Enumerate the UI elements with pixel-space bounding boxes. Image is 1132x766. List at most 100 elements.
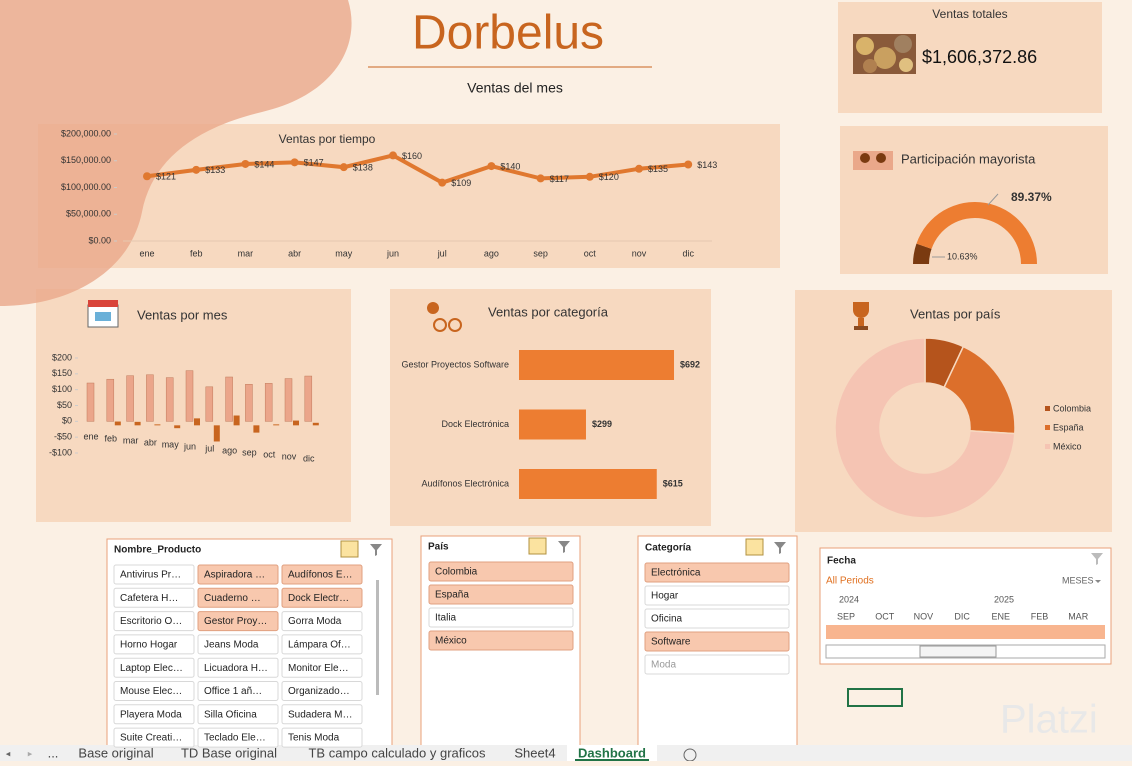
y-tick-label: $0.00 xyxy=(88,235,111,245)
slicer-item[interactable] xyxy=(644,631,790,652)
slicer-title: Categoría xyxy=(645,543,692,554)
slicer-item[interactable] xyxy=(644,608,790,629)
x-tick-label: feb xyxy=(190,248,203,258)
chart-title: Ventas por tiempo xyxy=(279,132,376,146)
slicer-title: Nombre_Producto xyxy=(114,545,201,556)
slicer-item[interactable] xyxy=(197,634,279,655)
slicer-item[interactable] xyxy=(197,657,279,678)
slicer-item[interactable] xyxy=(113,611,195,632)
slicer-item[interactable] xyxy=(113,657,195,678)
y-tick-label: $50 xyxy=(57,400,72,410)
point xyxy=(585,172,594,181)
slicer-item[interactable] xyxy=(281,564,363,585)
bar xyxy=(194,418,200,426)
slicer-item-label: Office 1 añ… xyxy=(204,686,262,697)
sheet-tab[interactable]: Base original xyxy=(78,745,153,760)
y-tick-label: $100,000.00 xyxy=(61,182,111,192)
watermark: Platzi xyxy=(1000,698,1098,742)
slicer-item[interactable] xyxy=(197,704,279,725)
timeline-bar[interactable] xyxy=(826,625,1105,639)
active-tab xyxy=(567,745,657,761)
slicer-item[interactable] xyxy=(197,681,279,701)
timeline-month: ENE xyxy=(992,611,1011,621)
bar xyxy=(293,420,299,426)
timeline-periods: All Periods xyxy=(826,576,874,587)
y-tick-label: -$100 xyxy=(49,447,72,457)
bar xyxy=(185,370,194,422)
bar xyxy=(264,383,273,422)
slicer-item[interactable] xyxy=(281,681,363,701)
multi-select[interactable] xyxy=(528,537,547,555)
panel xyxy=(840,126,1108,274)
bar xyxy=(225,376,233,422)
x-tick-label: may xyxy=(162,439,180,449)
y-tick-label: $150 xyxy=(52,368,72,378)
sheet-tab[interactable]: TD Base original xyxy=(181,745,277,760)
slicer-item[interactable] xyxy=(281,634,363,655)
gauge-segment xyxy=(916,202,1037,264)
slicer-item[interactable] xyxy=(113,564,195,585)
slicer-item-label: Colombia xyxy=(435,567,478,578)
y-tick-label: $200 xyxy=(52,352,72,362)
slicer-item[interactable] xyxy=(113,681,195,701)
multi-select[interactable] xyxy=(340,540,359,558)
slicer-item[interactable] xyxy=(197,611,279,632)
x-tick-label: ago xyxy=(222,445,237,455)
x-tick-label: abr xyxy=(144,437,157,447)
legend-label: México xyxy=(1053,441,1082,451)
slicer-item[interactable] xyxy=(113,634,195,655)
slicer-item-label: Jeans Moda xyxy=(204,640,259,651)
slicer-item[interactable] xyxy=(281,657,363,678)
slicer-item[interactable] xyxy=(281,587,363,608)
bar xyxy=(126,375,134,422)
slicer-item[interactable] xyxy=(197,727,279,748)
scroll-thumb[interactable] xyxy=(919,645,997,658)
clear-filter[interactable] xyxy=(370,544,382,556)
x-tick-label: ago xyxy=(484,248,499,258)
sheet-tab[interactable]: TB campo calculado y graficos xyxy=(308,745,486,760)
slicer-item[interactable] xyxy=(428,630,574,651)
slicer-item[interactable] xyxy=(644,562,790,583)
category-label: Audífonos Electrónica xyxy=(421,478,509,488)
x-tick-label: jun xyxy=(386,248,399,258)
slicer-item[interactable] xyxy=(113,587,195,608)
clear-filter[interactable] xyxy=(558,541,570,553)
x-tick-label: sep xyxy=(533,248,548,258)
timeline-month: OCT xyxy=(875,611,895,621)
slicer-item[interactable] xyxy=(281,704,363,725)
slicer-item[interactable] xyxy=(644,585,790,606)
timeline-year: 2024 xyxy=(839,594,859,604)
slicer-item-label: Moda xyxy=(651,660,676,671)
y-tick-label: -$50 xyxy=(54,432,72,442)
sheet-tab[interactable]: Sheet4 xyxy=(514,745,555,760)
slicer-item[interactable] xyxy=(428,584,574,605)
slicer-title: País xyxy=(428,542,449,553)
sheet-tab[interactable]: ... xyxy=(48,745,59,760)
y-tick-label: $0 xyxy=(62,416,72,426)
bar xyxy=(245,384,253,422)
x-tick-label: sep xyxy=(242,447,257,457)
slicer-item[interactable] xyxy=(197,587,279,608)
multi-select[interactable] xyxy=(745,538,764,556)
dropdown-arrow[interactable] xyxy=(1095,580,1101,583)
legend-swatch xyxy=(1045,444,1050,449)
slicer-item[interactable] xyxy=(197,564,279,585)
sheet-tab[interactable]: Dashboard xyxy=(578,745,646,760)
slicer-item[interactable] xyxy=(281,611,363,632)
bar xyxy=(106,378,115,422)
slicer-item[interactable] xyxy=(113,704,195,725)
slicer-item[interactable] xyxy=(281,727,363,748)
slicer-item-label: Dock Electr… xyxy=(288,593,349,604)
point xyxy=(389,151,397,160)
bar xyxy=(174,425,181,429)
clear-filter[interactable] xyxy=(774,542,786,554)
slicer-item[interactable] xyxy=(428,561,574,582)
slicer-item[interactable] xyxy=(428,607,574,628)
x-tick-label: mar xyxy=(238,248,254,258)
active-cell xyxy=(847,688,903,707)
slicer-item[interactable] xyxy=(113,727,195,748)
slicer-item[interactable] xyxy=(644,654,790,675)
clear-filter[interactable] xyxy=(1091,553,1103,565)
bar xyxy=(86,382,95,422)
timeline-level[interactable]: MESES xyxy=(1062,575,1094,585)
